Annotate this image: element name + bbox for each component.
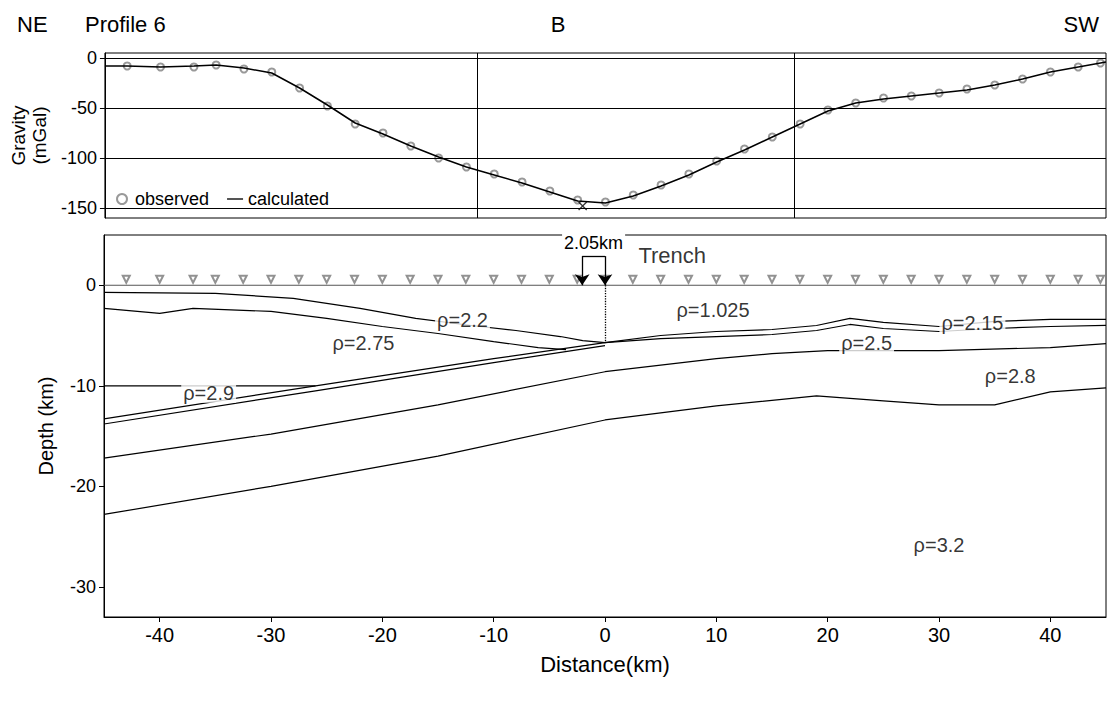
svg-text:observed: observed xyxy=(135,189,209,209)
svg-text:ρ=2.15: ρ=2.15 xyxy=(941,312,1003,334)
svg-text:NE: NE xyxy=(17,12,48,37)
svg-text:Profile 6: Profile 6 xyxy=(85,12,166,37)
svg-text:ρ=2.2: ρ=2.2 xyxy=(437,309,488,331)
svg-text:ρ=3.2: ρ=3.2 xyxy=(914,534,965,556)
svg-text:-10: -10 xyxy=(479,624,508,646)
svg-text:ρ=2.5: ρ=2.5 xyxy=(841,332,892,354)
svg-text:-40: -40 xyxy=(145,624,174,646)
svg-text:0: 0 xyxy=(86,275,96,295)
svg-text:-20: -20 xyxy=(368,624,397,646)
svg-text:Depth (km): Depth (km) xyxy=(35,377,57,476)
svg-text:ρ=1.025: ρ=1.025 xyxy=(676,299,749,321)
svg-text:30: 30 xyxy=(928,624,950,646)
svg-text:calculated: calculated xyxy=(248,189,329,209)
svg-text:ρ=2.9: ρ=2.9 xyxy=(183,382,234,404)
svg-text:-150: -150 xyxy=(61,198,97,218)
svg-text:0: 0 xyxy=(87,48,97,68)
svg-text:0: 0 xyxy=(599,624,610,646)
svg-text:ρ=2.8: ρ=2.8 xyxy=(985,365,1036,387)
svg-text:2.05km: 2.05km xyxy=(564,233,623,253)
svg-text:-30: -30 xyxy=(70,577,96,597)
svg-text:40: 40 xyxy=(1039,624,1061,646)
svg-text:10: 10 xyxy=(705,624,727,646)
svg-text:-50: -50 xyxy=(71,98,97,118)
svg-text:Distance(km): Distance(km) xyxy=(540,652,670,677)
svg-text:-30: -30 xyxy=(257,624,286,646)
svg-text:ρ=2.75: ρ=2.75 xyxy=(332,332,394,354)
svg-text:Gravity: Gravity xyxy=(8,105,29,166)
svg-text:SW: SW xyxy=(1064,12,1100,37)
svg-text:20: 20 xyxy=(817,624,839,646)
svg-text:-20: -20 xyxy=(70,476,96,496)
svg-text:-100: -100 xyxy=(61,148,97,168)
svg-text:-10: -10 xyxy=(70,376,96,396)
svg-text:(mGal): (mGal) xyxy=(29,106,50,164)
svg-text:Trench: Trench xyxy=(638,243,706,268)
svg-text:B: B xyxy=(551,12,566,37)
